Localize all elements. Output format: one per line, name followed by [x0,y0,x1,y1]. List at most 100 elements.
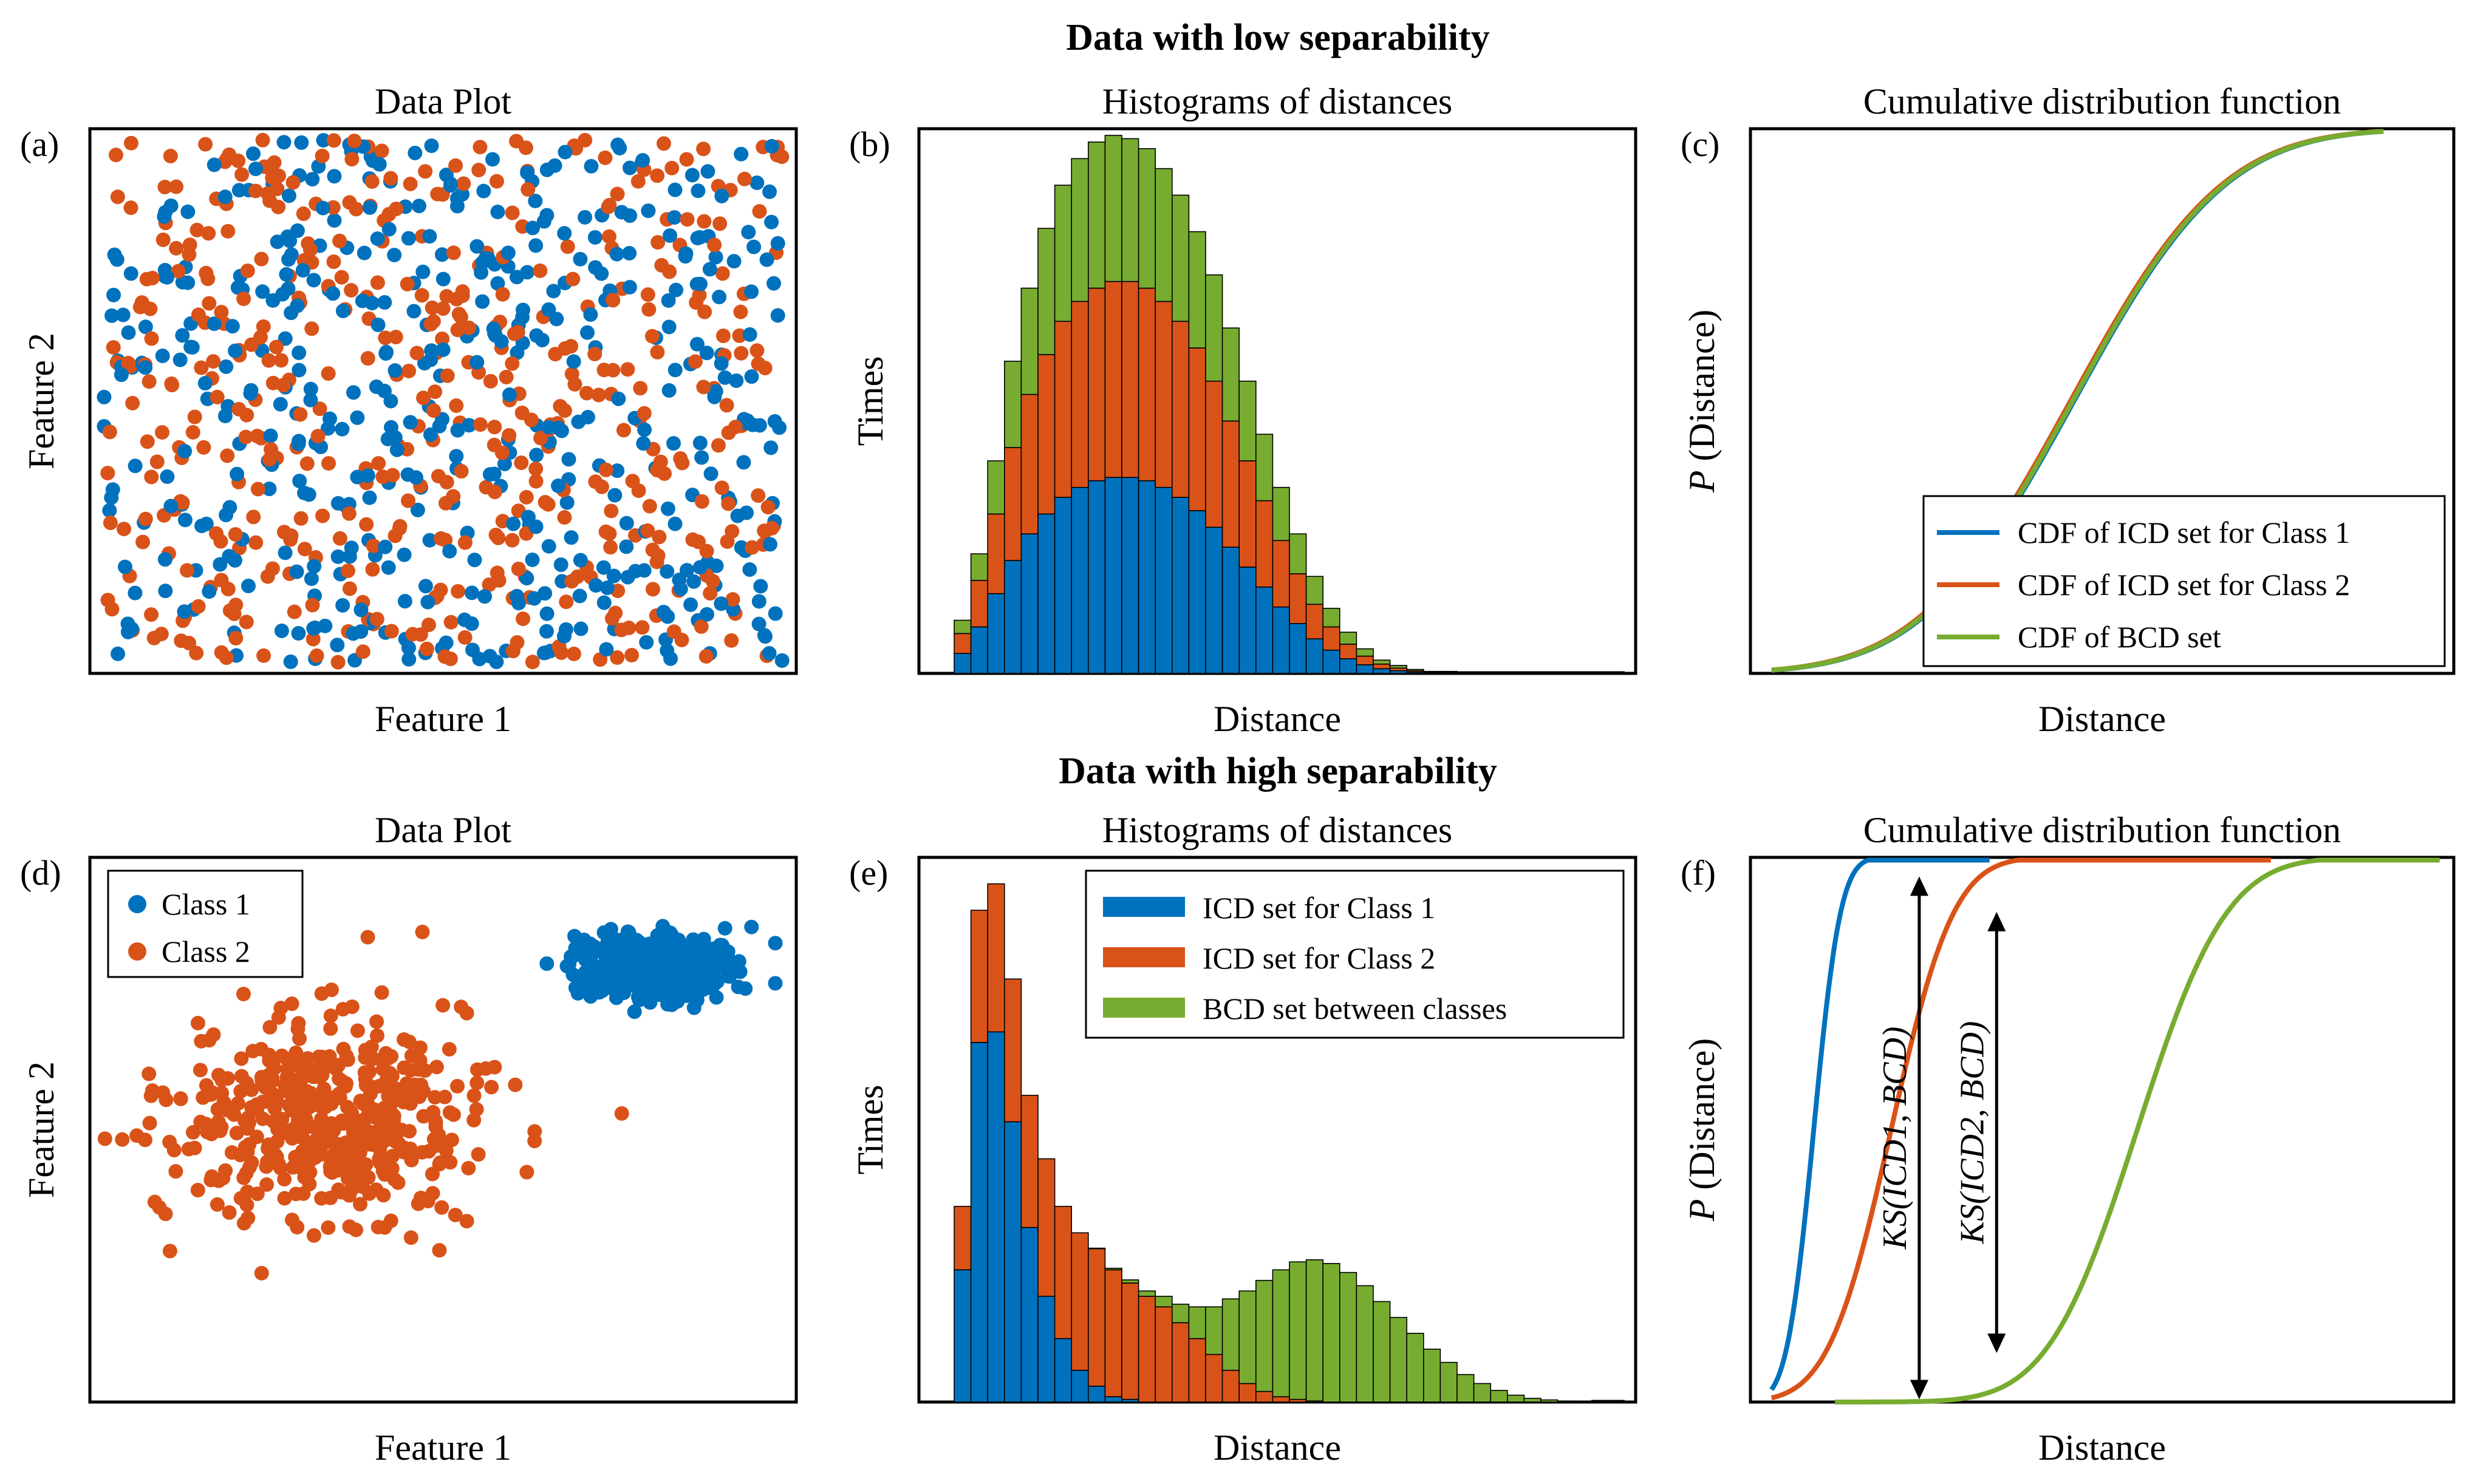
scatter-point-class-2 [182,636,197,651]
scatter-point-class-1 [316,133,331,148]
scatter-point-class-2 [333,1185,348,1200]
scatter-point-class-1 [469,239,485,254]
scatter-point-class-1 [667,182,683,197]
scatter-point-class-1 [305,172,320,187]
scatter-point-class-1 [379,344,394,359]
scatter-point-class-1 [283,654,298,669]
scatter-point-class-2 [256,319,271,334]
scatter-point-class-1 [637,422,652,437]
scatter-point-class-1 [106,287,121,302]
scatter-point-class-1 [539,624,554,639]
scatter-point-class-2 [104,602,120,617]
hist-bar-series-3 [1255,434,1274,502]
scatter-point-class-2 [423,316,439,332]
scatter-point-class-1 [180,204,196,219]
scatter-point-class-2 [640,523,655,538]
legend-label: Class 2 [162,934,250,968]
scatter-point-class-2 [696,141,711,157]
scatter-point-class-1 [397,594,412,609]
hist-bar-series-1 [1188,510,1206,674]
scatter-point-class-1 [749,175,765,191]
scatter-point-class-2 [454,464,469,479]
hist-bar-series-1 [1172,497,1190,674]
cdf-line-series-3 [1771,129,2384,673]
scatter-point-class-2 [370,275,385,290]
panel-e-histogram: Histograms of distances Distance (e) Times I… [849,810,1637,1468]
scatter-point-class-1 [734,146,749,162]
scatter-point-class-1 [123,266,138,281]
scatter-point-class-1 [609,247,624,262]
scatter-point-class-1 [408,145,423,160]
scatter-point-class-2 [378,330,393,345]
scatter-point-class-2 [323,1008,338,1023]
scatter-point-class-1 [692,953,708,968]
hist-bar-series-1 [1272,606,1290,674]
scatter-point-class-2 [604,503,619,519]
scatter-point-class-2 [121,356,136,371]
hist-bar-series-3 [1004,361,1022,448]
scatter-point-class-2 [608,605,623,621]
scatter-point-class-2 [277,1191,292,1206]
scatter-point-class-2 [142,1066,157,1081]
scatter-point-class-1 [291,437,306,452]
scatter-point-class-1 [561,452,576,467]
scatter-point-class-1 [528,238,544,253]
scatter-point-class-1 [757,628,772,643]
scatter-point-class-1 [388,363,403,378]
scatter-point-class-1 [686,1000,702,1015]
scatter-point-class-2 [326,133,341,148]
scatter-point-class-2 [757,361,773,376]
scatter-point-class-1 [230,280,245,295]
scatter-point-class-2 [614,622,629,638]
scatter-point-class-2 [321,1220,336,1235]
scatter-point-class-1 [657,941,672,956]
scatter-point-class-1 [694,450,709,465]
y-axis-label-symbol: P [1682,471,1722,494]
scatter-point-class-2 [353,1197,368,1212]
scatter-point-class-2 [228,597,244,613]
hist-bar-series-3 [1356,1285,1374,1403]
ks-arrow-head-top [1910,876,1928,896]
panel-title: Cumulative distribution function [1863,810,2341,850]
hist-bar-series-3 [1322,1263,1340,1403]
scatter-point-class-1 [622,160,637,175]
scatter-point-class-2 [248,535,264,550]
hist-bar-series-2 [1104,1269,1122,1398]
scatter-point-class-2 [450,1078,465,1094]
hist-bar-series-2 [1071,301,1089,488]
y-axis-label-symbol: P [1682,1199,1722,1222]
scatter-point-class-2 [456,176,471,191]
scatter-point-class-1 [401,641,416,656]
hist-bar-series-1 [1020,1227,1039,1403]
scatter-point-class-2 [287,604,302,619]
hist-bar-series-2 [1172,321,1190,498]
scatter-point-class-2 [711,438,726,453]
scatter-point-class-2 [564,366,579,381]
scatter-point-class-2 [230,1096,245,1111]
panel-b-histogram: Histograms of distances Distance (b) Times [849,81,1637,739]
scatter-point-class-1 [449,449,464,464]
hist-bar-series-2 [1121,281,1139,478]
scatter-point-class-2 [606,362,621,378]
hist-bar-series-2 [1138,287,1156,482]
scatter-point-class-1 [225,319,240,334]
scatter-point-class-1 [388,430,403,445]
scatter-point-class-1 [580,325,595,340]
scatter-point-class-1 [766,276,781,291]
scatter-point-class-2 [198,137,213,152]
scatter-point-class-1 [643,987,658,1002]
x-axis-label: Distance [1214,699,1341,739]
scatter-point-class-1 [306,273,321,288]
scatter-point-class-2 [286,1072,301,1087]
scatter-point-class-2 [610,186,625,202]
hist-bar-series-1 [1071,1369,1089,1403]
scatter-point-class-1 [353,624,369,639]
scatter-point-class-1 [335,421,350,437]
scatter-point-class-1 [679,563,694,578]
scatter-point-class-1 [281,281,296,296]
scatter-point-class-2 [560,239,575,254]
scatter-point-class-2 [455,288,470,303]
scatter-point-class-2 [341,506,357,521]
scatter-point-class-1 [381,222,397,237]
scatter-point-class-2 [97,1131,112,1146]
